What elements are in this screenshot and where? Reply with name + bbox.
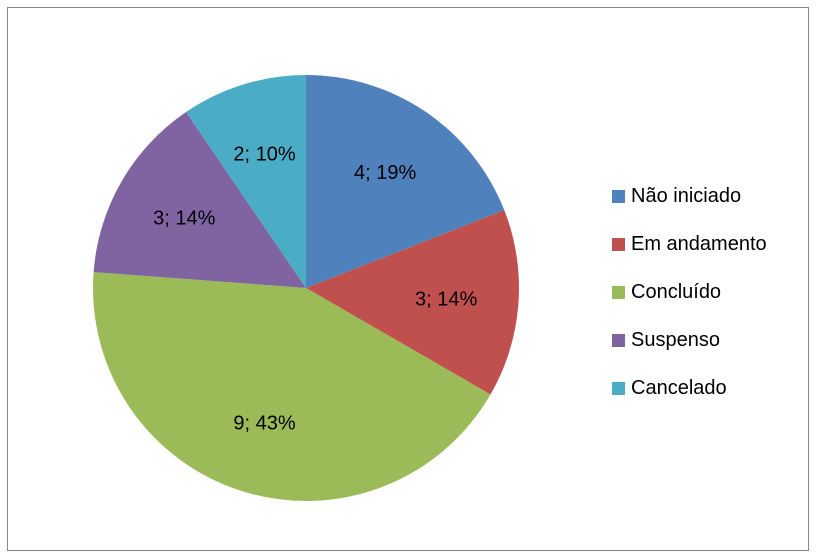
data-label-em-andamento: 3; 14% (415, 289, 477, 311)
pie-slice-em-andamento (306, 210, 519, 395)
legend-swatch (612, 285, 625, 299)
data-label-suspenso: 3; 14% (153, 208, 215, 230)
legend-label: Concluído (631, 280, 722, 303)
pie-slice-suspenso (93, 112, 307, 288)
legend-label: Não iniciado (631, 184, 742, 207)
data-label-cancelado: 2; 10% (233, 144, 295, 166)
pie-slice-concluido (92, 272, 491, 502)
pie-slice-nao-iniciado (306, 75, 505, 288)
legend-item-nao-iniciado: Não iniciado (612, 172, 767, 220)
legend-swatch (612, 381, 625, 395)
legend-swatch (612, 333, 625, 347)
legend-item-suspenso: Suspenso (612, 316, 767, 364)
legend-swatch (612, 189, 625, 203)
legend-item-em-andamento: Em andamento (612, 220, 767, 268)
chart-legend: Não iniciado Em andamento Concluído Susp… (612, 172, 767, 412)
pie-slice-cancelado (186, 75, 306, 288)
legend-swatch (612, 237, 625, 251)
legend-label: Cancelado (631, 376, 727, 399)
data-label-concluido: 9; 43% (233, 412, 295, 434)
data-label-nao-iniciado: 4; 19% (354, 162, 416, 184)
legend-item-cancelado: Cancelado (612, 364, 767, 412)
legend-item-concluido: Concluído (612, 268, 767, 316)
legend-label: Em andamento (631, 232, 767, 255)
legend-label: Suspenso (631, 328, 720, 351)
